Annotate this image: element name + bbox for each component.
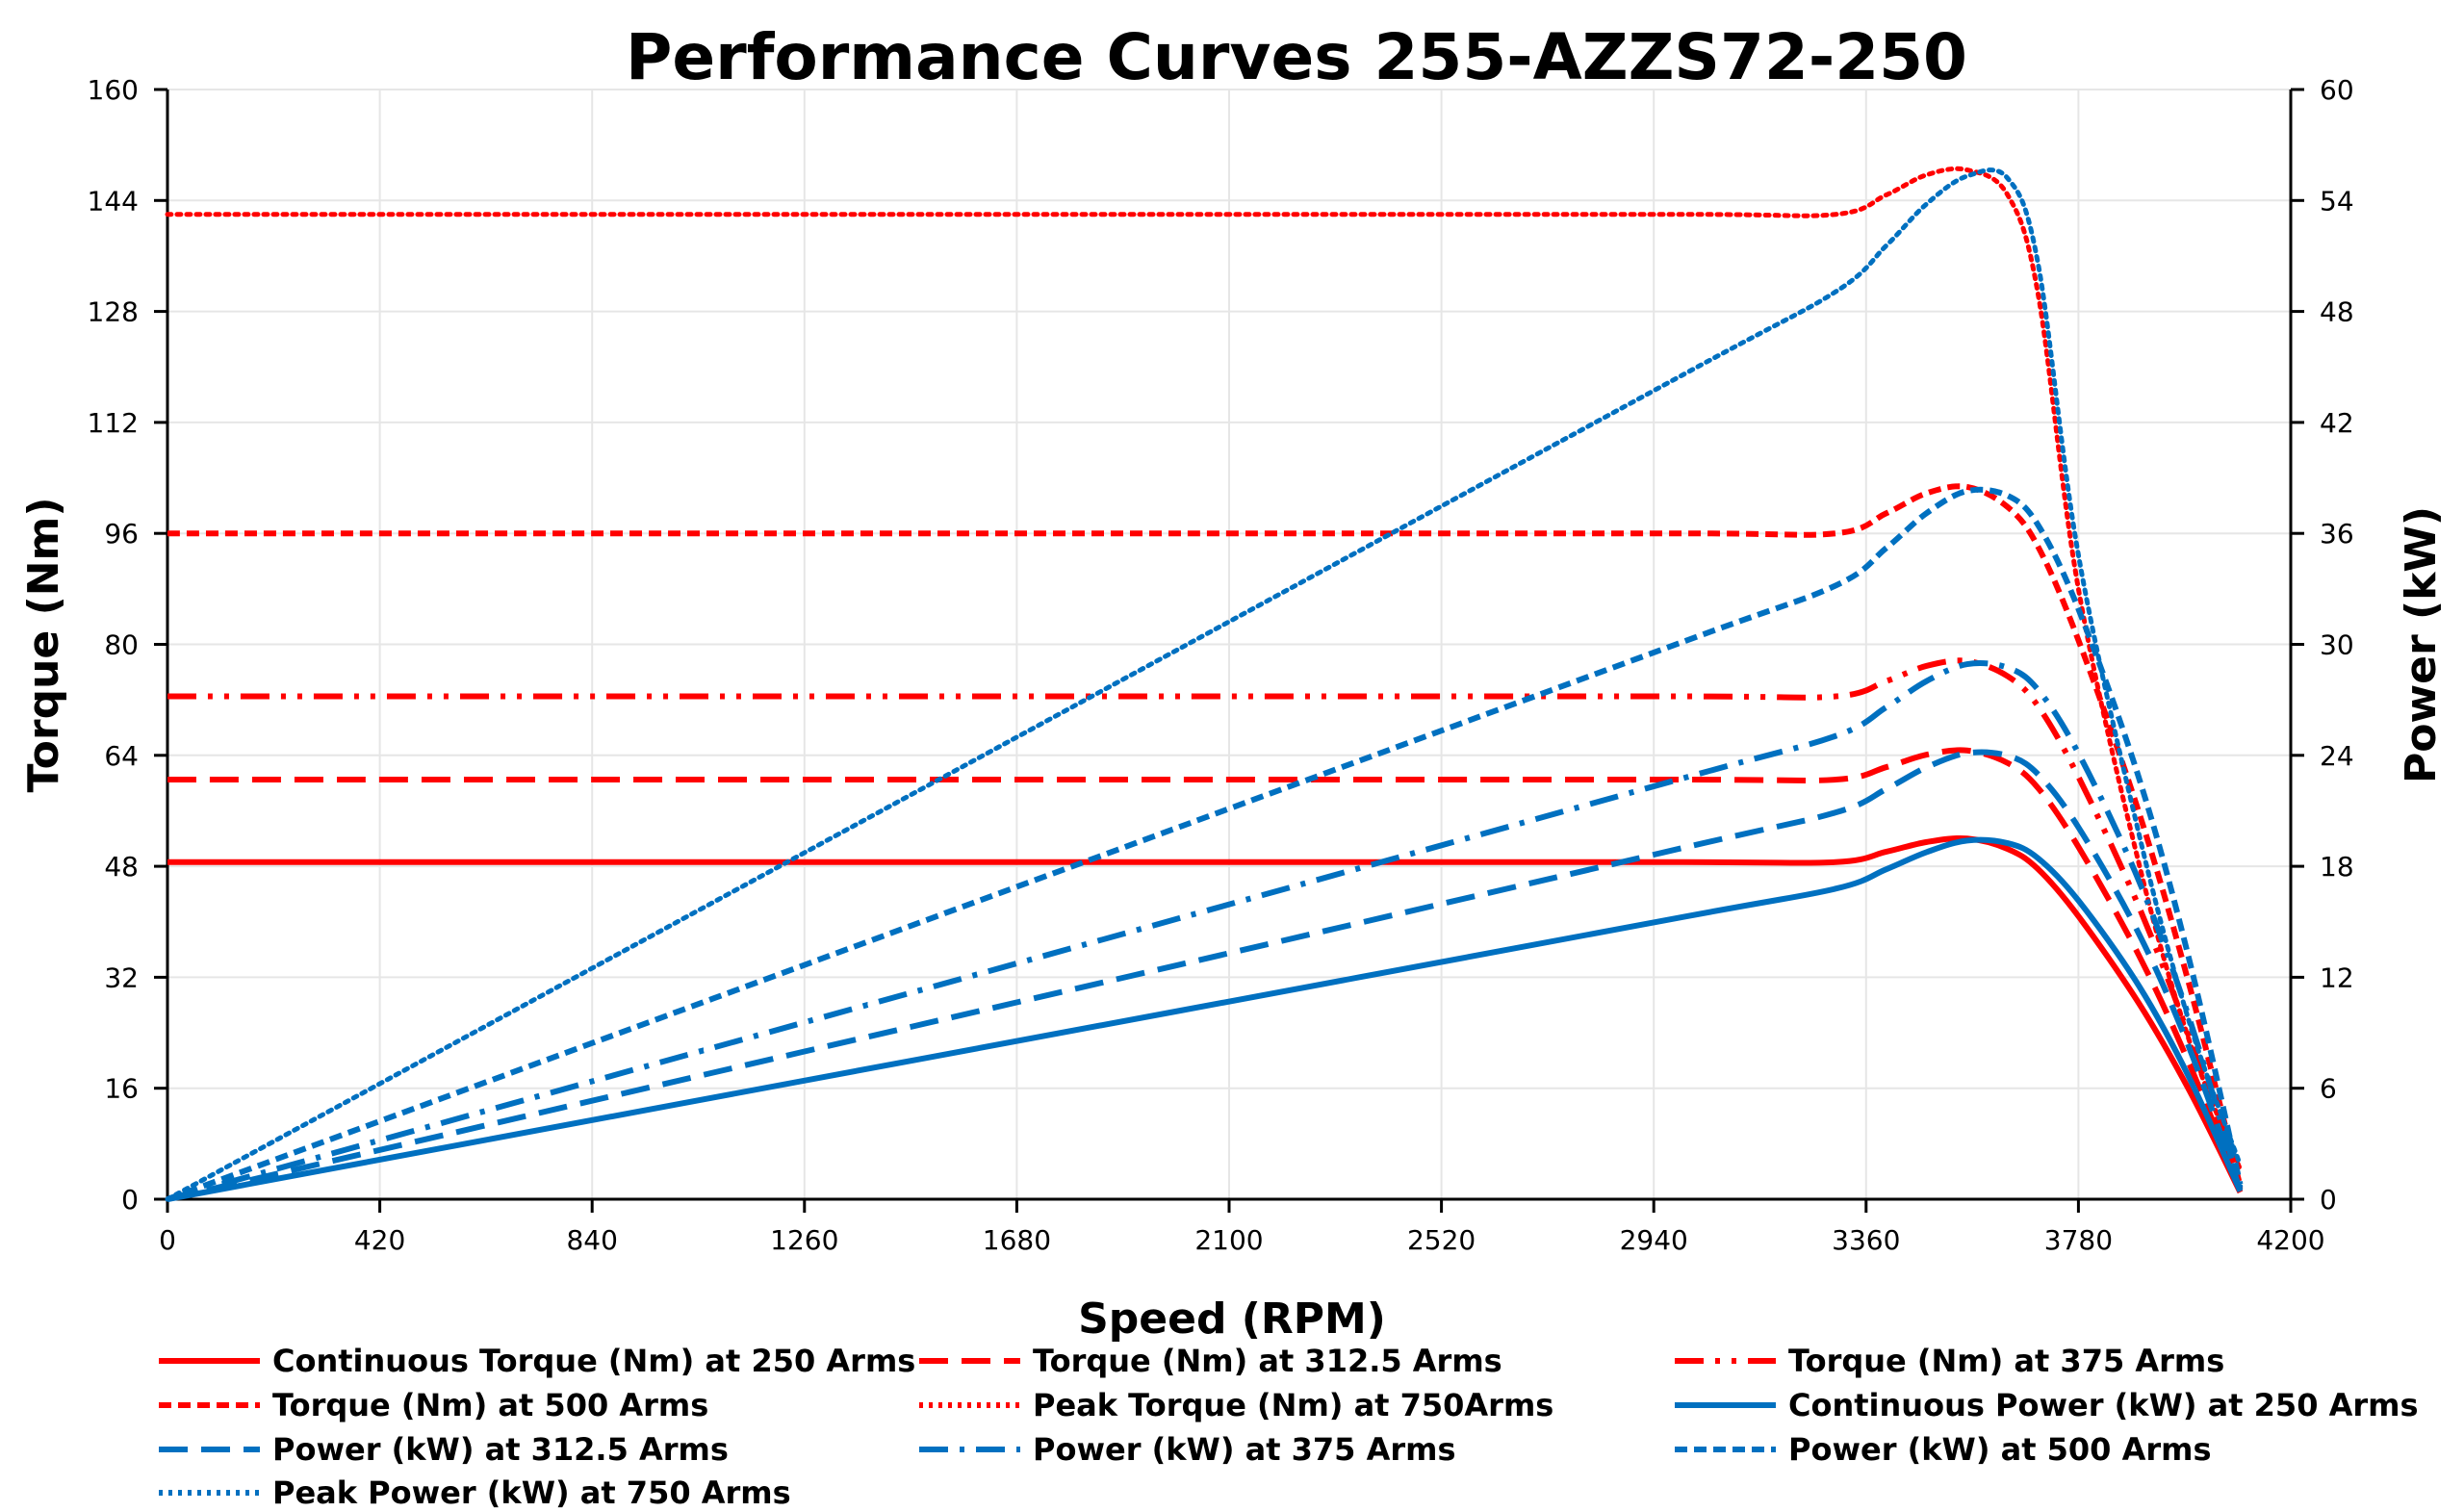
y2-tick-label: 18 [2320,851,2354,883]
x-axis-label: Speed (RPM) [1078,1294,1386,1344]
y-tick-label: 0 [121,1184,139,1216]
y2-tick-label: 48 [2320,296,2354,328]
series-line-6 [167,836,2244,1202]
y-tick-label: 80 [104,629,139,661]
y2-tick-label: 54 [2320,185,2354,217]
x-tick-label: 3360 [1832,1224,1900,1256]
x-tick-label: 2100 [1194,1224,1263,1256]
series-line-8 [167,660,2244,1202]
legend-label: Torque (Nm) at 375 Arms [1788,1343,2224,1379]
x-tick-label: 2520 [1407,1224,1476,1256]
x-tick-label: 1680 [983,1224,1051,1256]
y2-tick-label: 12 [2320,961,2354,993]
y2-tick-label: 36 [2320,518,2354,550]
series-line-7 [167,749,2244,1202]
series-line-5 [165,166,2243,1172]
x-tick-label: 840 [566,1224,617,1256]
legend-label: Power (kW) at 375 Arms [1033,1431,1456,1468]
legend-label: Power (kW) at 312.5 Arms [272,1431,729,1468]
x-tick-label: 0 [159,1224,176,1256]
legend-label: Peak Power (kW) at 750 Arms [272,1474,791,1511]
series-line-10 [165,167,2243,1202]
legend-label: Torque (Nm) at 312.5 Arms [1033,1343,1502,1379]
y-tick-label: 48 [104,851,139,883]
legend-label: Continuous Power (kW) at 250 Arms [1788,1387,2419,1423]
x-tick-label: 420 [354,1224,405,1256]
y-tick-label: 32 [104,961,139,993]
y-axis-label: Torque (Nm) [19,498,68,793]
legend-label: Peak Torque (Nm) at 750Arms [1033,1387,1553,1423]
axes: 0 420 840 1260 1680 2100 2520 2940 3360 3780 42000… [88,74,2354,1256]
legend-label: Power (kW) at 500 Arms [1788,1431,2212,1468]
y2-axis-label: Power (kW) [2397,506,2446,783]
series-line-9 [166,486,2244,1202]
legend-label: Continuous Torque (Nm) at 250 Arms [272,1343,915,1379]
series-lines [165,166,2244,1202]
y-tick-label: 16 [104,1073,139,1105]
y2-tick-label: 24 [2320,740,2354,772]
x-tick-label: 1260 [770,1224,838,1256]
y2-tick-label: 30 [2320,629,2354,661]
y-tick-label: 112 [88,407,139,439]
series-line-3 [167,657,2244,1191]
series-line-2 [167,747,2244,1192]
x-tick-label: 4200 [2256,1224,2324,1256]
series-line-1 [167,834,2244,1194]
x-tick-label: 3780 [2044,1224,2113,1256]
y2-tick-label: 60 [2320,74,2354,106]
gridlines [167,89,2292,1199]
y2-tick-label: 6 [2320,1073,2337,1105]
legend: Continuous Torque (Nm) at 250 Arms Torque… [159,1343,2419,1511]
y2-tick-label: 42 [2320,407,2354,439]
y-tick-label: 128 [88,296,139,328]
y-tick-label: 96 [104,518,139,550]
y-tick-label: 160 [88,74,139,106]
chart-title: Performance Curves 255-AZZS72-250 [626,20,1967,94]
y-tick-label: 144 [88,185,139,217]
y-tick-label: 64 [104,740,139,772]
legend-label: Torque (Nm) at 500 Arms [272,1387,708,1423]
y2-tick-label: 0 [2320,1184,2337,1216]
series-line-4 [167,483,2244,1188]
x-tick-label: 2940 [1620,1224,1688,1256]
